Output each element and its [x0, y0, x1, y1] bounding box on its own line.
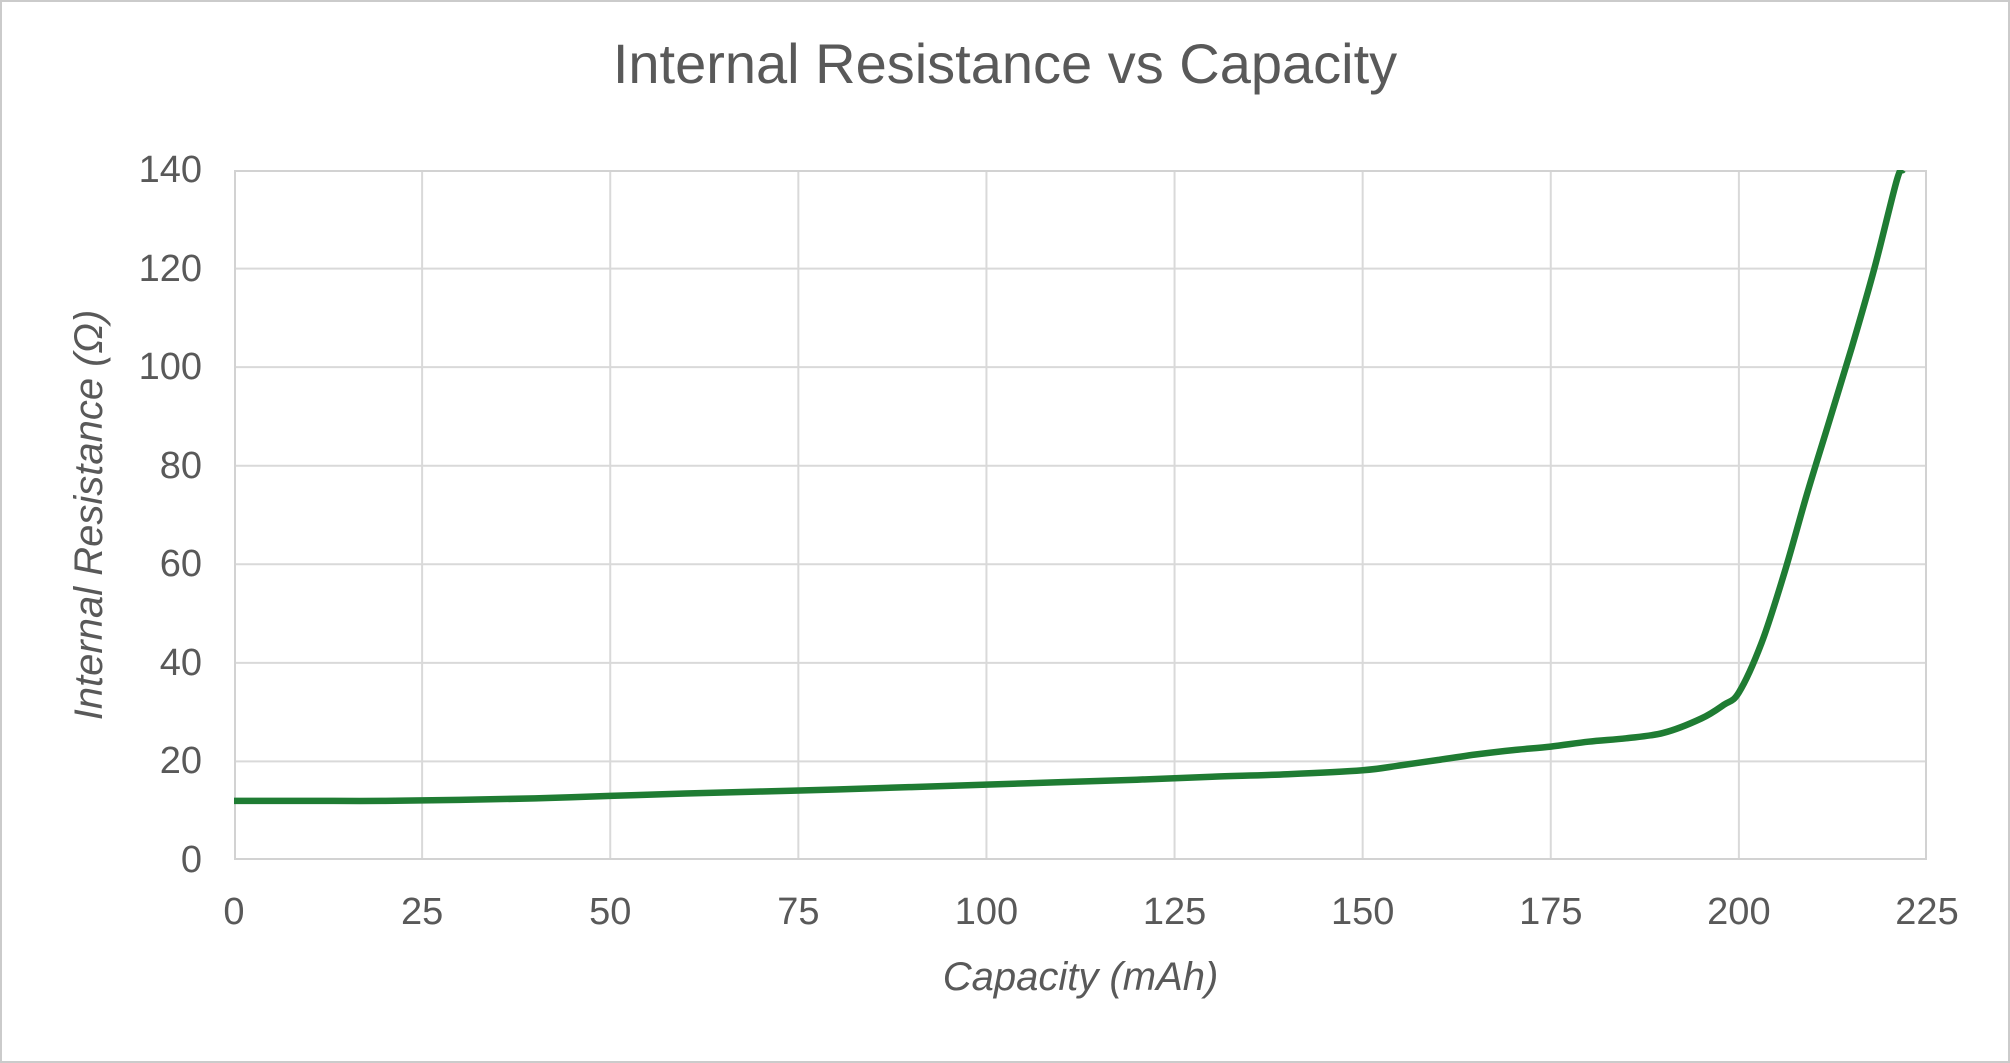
x-tick-label: 225 [1895, 891, 1959, 933]
x-tick-label: 100 [954, 891, 1019, 933]
y-tick-label: 40 [159, 641, 202, 684]
plot-border [234, 170, 1927, 860]
resistance-curve [234, 170, 1906, 805]
chart-title: Internal Resistance vs Capacity [612, 32, 1398, 95]
y-tick-label: 60 [159, 543, 202, 586]
y-tick-label: 120 [138, 247, 202, 290]
x-tick-label: 200 [1707, 891, 1771, 933]
y-tick-label: 0 [180, 839, 202, 881]
y-tick-label: 140 [138, 149, 202, 191]
y-tick-label: 80 [159, 444, 202, 487]
x-axis-title: Capacity (mAh) [942, 955, 1219, 999]
x-tick-label: 0 [223, 891, 245, 933]
x-tick-label: 50 [589, 891, 632, 933]
y-tick-label: 100 [138, 346, 202, 389]
gridlines [234, 170, 1927, 860]
x-tick-label: 25 [400, 891, 444, 933]
x-tick-label: 125 [1142, 891, 1207, 933]
y-tick-label: 20 [159, 740, 202, 783]
x-tick-label: 150 [1330, 891, 1395, 933]
x-tick-label: 175 [1519, 891, 1583, 933]
plot-area [234, 170, 1927, 860]
x-tick-label: 75 [777, 891, 820, 933]
